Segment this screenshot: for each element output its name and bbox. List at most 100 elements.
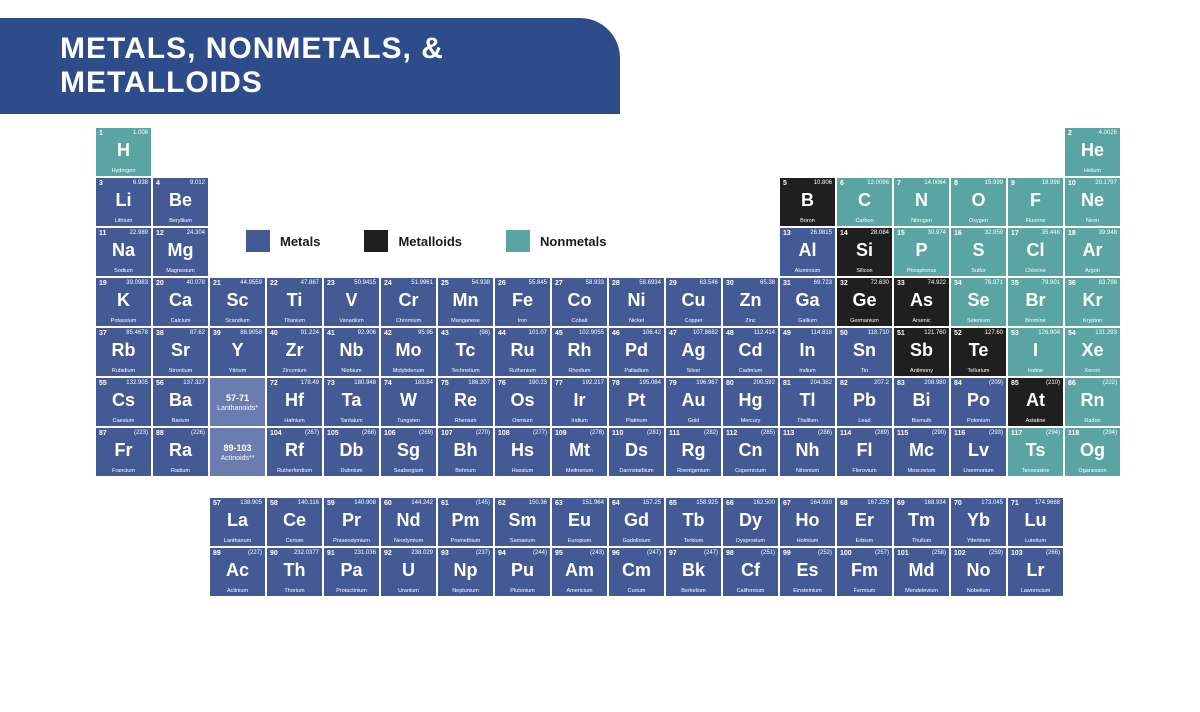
atomic-mass: 72.630: [871, 280, 889, 286]
atomic-mass: 140.116: [298, 500, 319, 506]
element-symbol: Xe: [1081, 340, 1103, 361]
placeholder-lanthanoids: 57-71Lanthanoids*: [210, 378, 265, 426]
atomic-number: 50: [840, 330, 848, 337]
atomic-mass: (286): [818, 430, 832, 436]
element-symbol: Og: [1080, 440, 1105, 461]
atomic-number: 32: [840, 280, 848, 287]
element-name: Thorium: [267, 588, 322, 594]
element-cell-bk: 97(247)BkBerkelium: [666, 548, 721, 596]
element-cell-xe: 54131.293XeXenon: [1065, 328, 1120, 376]
element-name: Samarium: [495, 538, 550, 544]
atomic-number: 80: [726, 380, 734, 387]
element-symbol: Fl: [857, 440, 873, 461]
element-symbol: H: [117, 140, 130, 161]
atomic-mass: 58.6934: [639, 280, 661, 286]
element-name: Roentgenium: [666, 468, 721, 474]
atomic-number: 23: [327, 280, 335, 287]
element-cell-u: 92238.029UUranium: [381, 548, 436, 596]
atomic-mass: (251): [761, 550, 775, 556]
atomic-number: 117: [1011, 430, 1022, 437]
element-name: Praseodymium: [324, 538, 379, 544]
element-name: Silver: [666, 368, 721, 374]
atomic-mass: 174.9668: [1035, 500, 1060, 506]
atomic-mass: 150.36: [529, 500, 547, 506]
element-name: Vanadium: [324, 318, 379, 324]
atomic-number: 97: [669, 550, 677, 557]
atomic-number: 25: [441, 280, 449, 287]
atomic-mass: 39.0983: [126, 280, 148, 286]
atomic-mass: 85.4678: [126, 330, 148, 336]
element-name: Tin: [837, 368, 892, 374]
element-cell-rf: 104(267)RfRutherfordium: [267, 428, 322, 476]
element-symbol: Ba: [169, 390, 192, 411]
element-name: Niobium: [324, 368, 379, 374]
atomic-mass: 63.546: [700, 280, 718, 286]
element-symbol: Ta: [342, 390, 362, 411]
element-symbol: Be: [169, 190, 192, 211]
element-cell-nh: 113(286)NhNihonium: [780, 428, 835, 476]
element-cell-no: 102(259)NoNobelium: [951, 548, 1006, 596]
element-symbol: Re: [454, 390, 477, 411]
atomic-number: 4: [156, 180, 160, 187]
element-symbol: Mt: [569, 440, 590, 461]
element-symbol: Rb: [112, 340, 136, 361]
atomic-number: 73: [327, 380, 335, 387]
atomic-mass: (226): [191, 430, 205, 436]
atomic-mass: 102.9055: [579, 330, 604, 336]
element-cell-rn: 86(222)RnRadon: [1065, 378, 1120, 426]
atomic-number: 78: [612, 380, 620, 387]
atomic-number: 7: [897, 180, 901, 187]
atomic-mass: 238.029: [411, 550, 433, 556]
atomic-number: 29: [669, 280, 677, 287]
element-symbol: Fm: [851, 560, 878, 581]
element-name: Polonium: [951, 418, 1006, 424]
element-cell-sc: 2144.9559ScScandium: [210, 278, 265, 326]
element-name: Bromine: [1008, 318, 1063, 324]
element-name: Dubnium: [324, 468, 379, 474]
atomic-number: 27: [555, 280, 563, 287]
atomic-mass: 54.938: [472, 280, 490, 286]
atomic-mass: (285): [761, 430, 775, 436]
atomic-mass: 173.045: [981, 500, 1003, 506]
element-name: Cerium: [267, 538, 322, 544]
element-name: Nitrogen: [894, 218, 949, 224]
element-symbol: Sn: [853, 340, 876, 361]
atomic-mass: 101.07: [529, 330, 547, 336]
element-name: Lithium: [96, 218, 151, 224]
element-name: Neon: [1065, 218, 1120, 224]
element-name: Calcium: [153, 318, 208, 324]
atomic-number: 83: [897, 380, 905, 387]
atomic-number: 86: [1068, 380, 1076, 387]
atomic-mass: 44.9559: [240, 280, 262, 286]
element-symbol: Mg: [168, 240, 194, 261]
element-cell-mo: 4295.95MoMolybdenum: [381, 328, 436, 376]
element-name: Copper: [666, 318, 721, 324]
element-cell-fe: 2655.845FeIron: [495, 278, 550, 326]
atomic-mass: 35.446: [1042, 230, 1060, 236]
atomic-number: 52: [954, 330, 962, 337]
atomic-mass: 24.304: [187, 230, 205, 236]
atomic-mass: 95.95: [418, 330, 433, 336]
element-symbol: Ds: [625, 440, 648, 461]
atomic-mass: (266): [1046, 550, 1060, 556]
element-symbol: K: [117, 290, 130, 311]
legend-label: Metalloids: [398, 234, 462, 249]
atomic-number: 110: [612, 430, 623, 437]
element-symbol: Fr: [115, 440, 133, 461]
element-symbol: Cm: [622, 560, 651, 581]
atomic-number: 59: [327, 500, 335, 507]
atomic-mass: 118.710: [868, 330, 889, 336]
element-symbol: Cs: [112, 390, 135, 411]
atomic-number: 53: [1011, 330, 1019, 337]
atomic-number: 62: [498, 500, 506, 507]
element-name: Magnesium: [153, 268, 208, 274]
element-name: Germanium: [837, 318, 892, 324]
element-symbol: Hs: [511, 440, 534, 461]
element-name: Astatine: [1008, 418, 1063, 424]
atomic-mass: (145): [476, 500, 490, 506]
atomic-mass: (227): [248, 550, 262, 556]
atomic-mass: (98): [479, 330, 490, 336]
atomic-mass: 12.0096: [867, 180, 889, 186]
atomic-number: 41: [327, 330, 335, 337]
atomic-mass: (244): [533, 550, 547, 556]
